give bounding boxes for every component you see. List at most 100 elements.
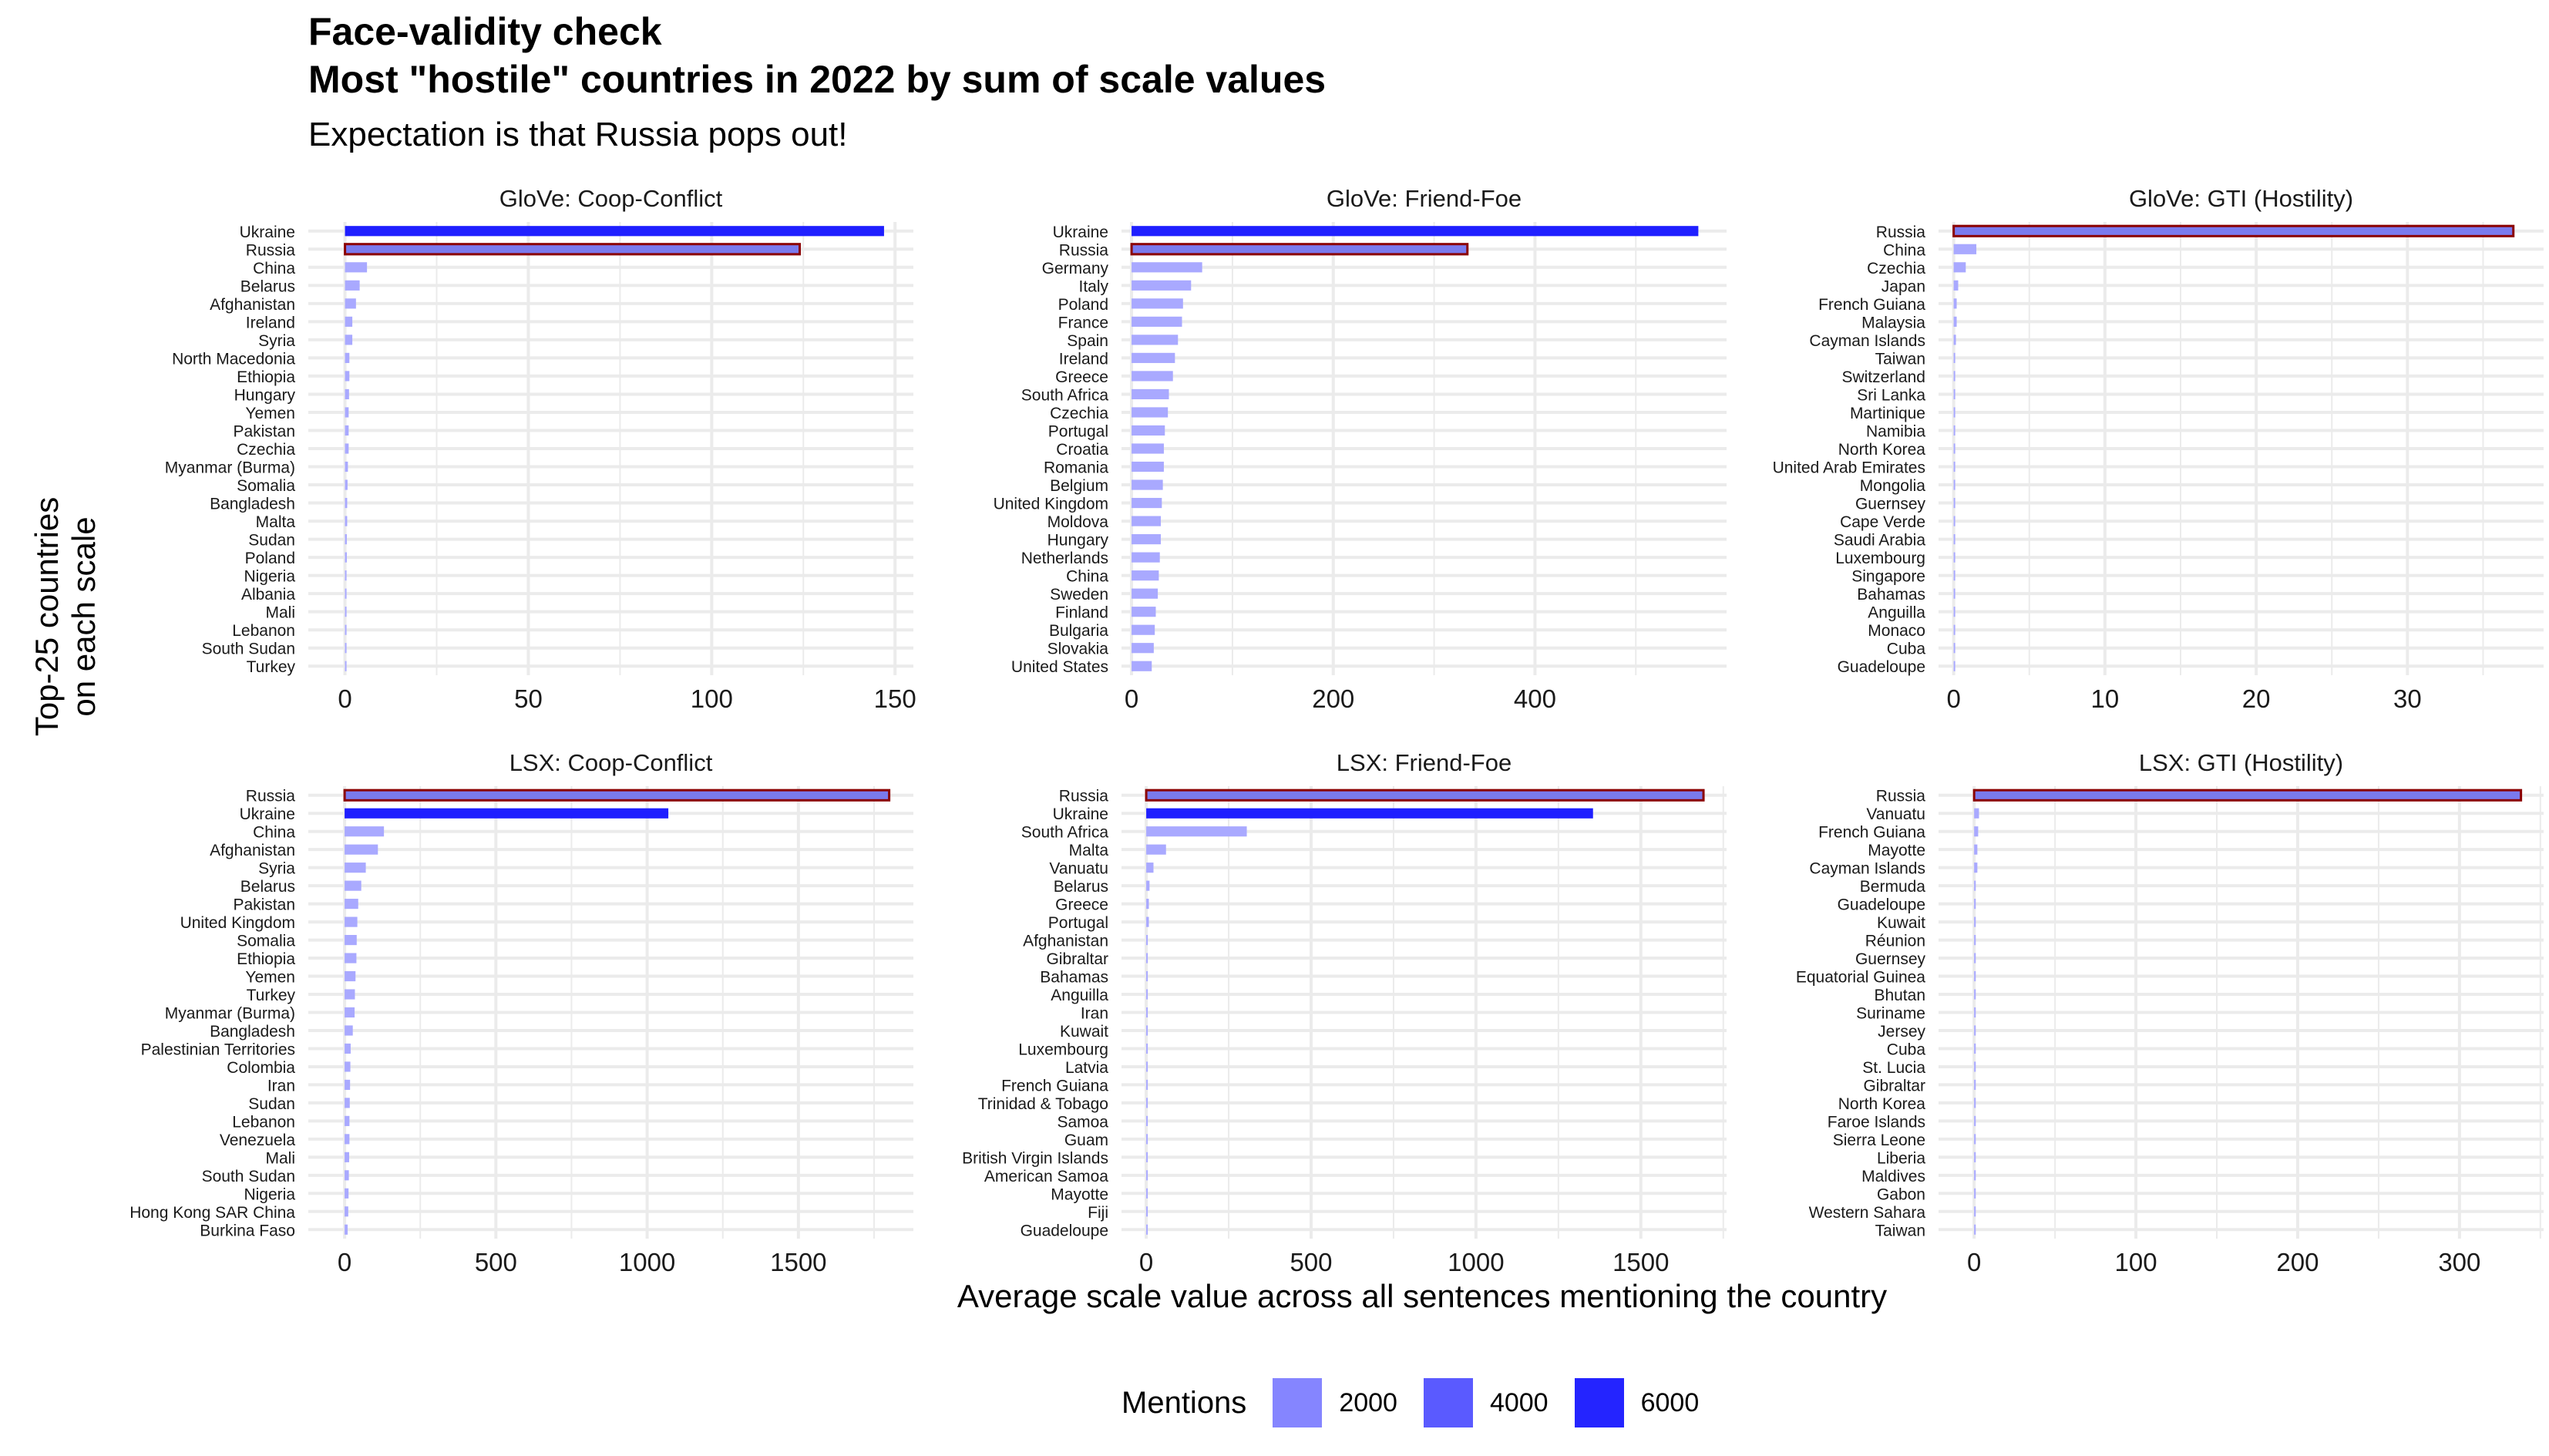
category-label: Sudan xyxy=(248,1095,295,1113)
bar xyxy=(345,371,350,382)
bar xyxy=(345,1061,351,1072)
bar xyxy=(345,425,349,436)
facet-title: GloVe: Friend-Foe xyxy=(1327,185,1522,212)
category-label: Bulgaria xyxy=(1049,622,1108,640)
category-label: Western Sahara xyxy=(1809,1204,1926,1222)
bar xyxy=(345,298,356,309)
category-label: Sierra Leone xyxy=(1833,1132,1925,1149)
category-label: Turkey xyxy=(247,987,296,1004)
category-label: Malaysia xyxy=(1861,314,1925,331)
bar xyxy=(1974,1043,1976,1054)
category-label: Burkina Faso xyxy=(200,1222,295,1239)
legend-label-6000: 6000 xyxy=(1640,1387,1700,1417)
category-label: Réunion xyxy=(1865,933,1925,950)
bar xyxy=(1132,335,1179,345)
bar xyxy=(1953,352,1955,363)
bar xyxy=(1953,516,1955,526)
x-tick-label: 1500 xyxy=(1612,1248,1669,1272)
bar xyxy=(1974,863,1978,873)
category-label: Bangladesh xyxy=(210,496,295,513)
bar xyxy=(1132,425,1165,436)
bar xyxy=(1146,844,1166,855)
category-label: Afghanistan xyxy=(210,842,295,859)
category-label: Mayotte xyxy=(1868,842,1925,859)
category-label: Palestinian Territories xyxy=(141,1041,295,1058)
category-label: Bahamas xyxy=(1040,969,1108,987)
bar xyxy=(1146,1134,1148,1145)
category-label: Jersey xyxy=(1878,1023,1925,1041)
category-label: Yemen xyxy=(245,969,295,987)
bar xyxy=(1974,935,1976,946)
category-label: Monaco xyxy=(1868,622,1925,640)
category-label: Saudi Arabia xyxy=(1834,532,1925,550)
category-label: American Samoa xyxy=(984,1168,1108,1185)
bar xyxy=(1146,863,1154,873)
category-label: Somalia xyxy=(237,477,295,495)
bar xyxy=(1953,371,1955,382)
category-label: Mayotte xyxy=(1051,1185,1108,1203)
facet-panel: LSX: Coop-Conflict 0 500 1000 1500 RussiaUkra… xyxy=(129,749,913,1272)
bar xyxy=(345,479,348,490)
category-label: Cuba xyxy=(1887,641,1926,658)
x-tick-label: 1500 xyxy=(770,1248,826,1272)
category-label: Nigeria xyxy=(244,568,295,586)
category-label: Lebanon xyxy=(232,622,295,640)
bar xyxy=(1953,624,1955,635)
x-tick-label: 1000 xyxy=(619,1248,675,1272)
x-tick-label: 0 xyxy=(1125,684,1138,713)
bar xyxy=(1146,916,1149,927)
x-tick-label: 100 xyxy=(2115,1248,2157,1272)
category-label: Latvia xyxy=(1065,1059,1108,1077)
category-label: Faroe Islands xyxy=(1828,1113,1925,1131)
bar xyxy=(345,953,357,963)
bar xyxy=(345,661,347,671)
category-label: Guadeloupe xyxy=(1838,896,1925,914)
category-label: Russia xyxy=(1059,241,1109,259)
category-label: Gibraltar xyxy=(1863,1077,1925,1095)
bar xyxy=(1146,1098,1148,1108)
category-label: Syria xyxy=(258,332,295,350)
bar xyxy=(1146,1079,1148,1090)
legend: Mentions 2000 4000 6000 xyxy=(0,1368,2549,1438)
legend-key-2000 xyxy=(1273,1378,1323,1427)
y-axis-label-line1: Top-25 countries xyxy=(29,497,65,737)
category-label: Mali xyxy=(265,604,295,622)
category-label: Vanuatu xyxy=(1049,860,1108,878)
bar xyxy=(345,226,884,237)
category-label: Czechia xyxy=(237,441,295,459)
category-label: Finland xyxy=(1055,604,1108,622)
bar xyxy=(1132,388,1169,400)
bar xyxy=(1146,935,1148,946)
bar xyxy=(345,826,385,837)
category-label: United Kingdom xyxy=(180,914,295,932)
bar xyxy=(1146,808,1593,819)
category-label: South Sudan xyxy=(202,1168,295,1185)
category-label: South Sudan xyxy=(202,641,295,658)
category-label: Cayman Islands xyxy=(1809,860,1925,878)
category-label: Portugal xyxy=(1048,422,1108,440)
bar xyxy=(1953,570,1955,581)
bar xyxy=(1145,789,1705,802)
bar xyxy=(1953,425,1955,436)
bar xyxy=(1132,516,1162,526)
bar xyxy=(1146,1007,1148,1018)
category-label: China xyxy=(253,260,295,277)
category-label: Ethiopia xyxy=(237,950,295,968)
category-label: Cape Verde xyxy=(1840,513,1925,531)
legend-label-2000: 2000 xyxy=(1339,1387,1397,1417)
x-tick-label: 500 xyxy=(475,1248,517,1272)
bar xyxy=(1974,1115,1976,1126)
category-label: China xyxy=(1066,568,1108,586)
bar xyxy=(1953,244,1977,254)
category-label: Ukraine xyxy=(1053,805,1108,823)
category-label: Afghanistan xyxy=(1023,933,1108,950)
category-label: Guernsey xyxy=(1855,496,1926,513)
category-label: Pakistan xyxy=(233,896,295,914)
bar xyxy=(1953,443,1955,454)
bar xyxy=(345,1188,349,1199)
category-label: United Kingdom xyxy=(994,496,1108,513)
category-label: Belgium xyxy=(1050,477,1108,495)
bar xyxy=(1974,1206,1976,1217)
bar xyxy=(1974,1134,1976,1145)
bar xyxy=(1146,1115,1148,1126)
